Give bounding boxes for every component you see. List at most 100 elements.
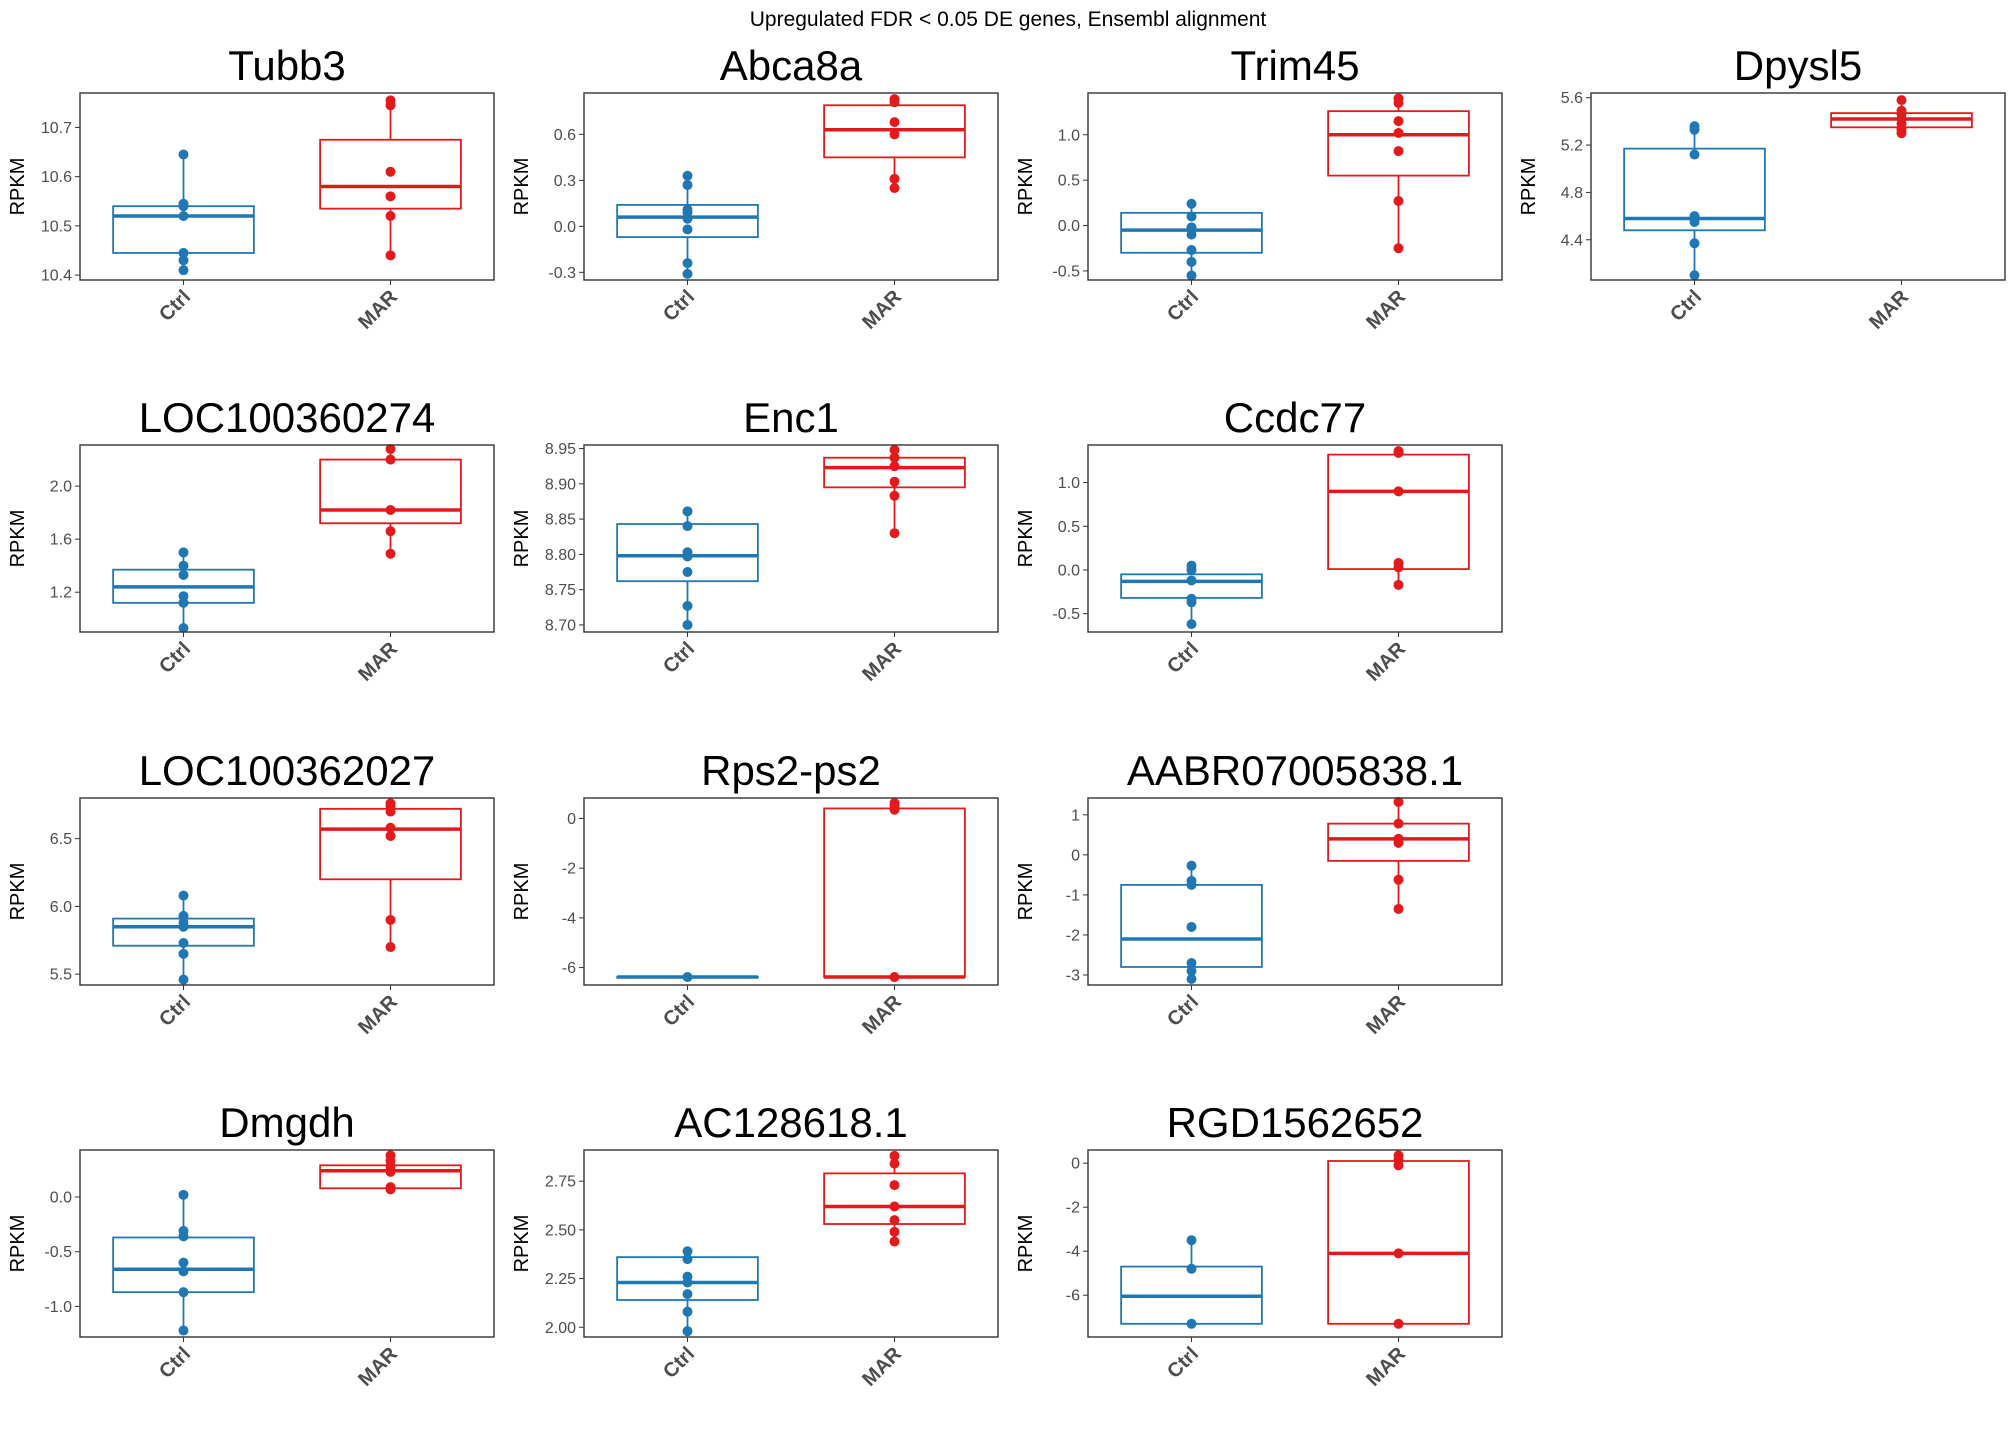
data-point [682, 1306, 693, 1317]
y-tick-label: 6.0 [50, 899, 72, 916]
data-point [1689, 211, 1700, 222]
data-point [682, 506, 693, 517]
y-tick-label: 0.5 [1058, 519, 1080, 536]
data-point [385, 1182, 396, 1193]
data-point [1393, 818, 1404, 829]
y-tick-label: -2 [562, 861, 576, 878]
box-mar [823, 444, 966, 539]
x-tick-label-ctrl: Ctrl [1163, 1343, 1203, 1383]
data-point [178, 569, 189, 580]
y-tick-label: -2 [1066, 927, 1080, 944]
data-point [385, 830, 396, 841]
y-tick-label: 8.75 [545, 582, 576, 599]
y-tick-label: 0 [1071, 847, 1080, 864]
data-point [1186, 1235, 1197, 1246]
data-point [1393, 797, 1404, 808]
data-point [178, 198, 189, 209]
data-point [385, 548, 396, 559]
data-point [682, 1246, 693, 1257]
data-point [889, 1215, 900, 1226]
data-point [178, 937, 189, 948]
data-point [682, 547, 693, 558]
data-point [1186, 957, 1197, 968]
data-point [385, 250, 396, 261]
x-tick-label-ctrl: Ctrl [155, 286, 195, 326]
y-tick-label: 8.85 [545, 512, 576, 529]
data-point [682, 268, 693, 279]
y-tick-label: 0.0 [1058, 218, 1080, 235]
x-tick-label-ctrl: Ctrl [155, 638, 195, 678]
box-ctrl [1120, 560, 1263, 630]
y-tick-label: 4.8 [1561, 185, 1583, 202]
box-iqr [1327, 1160, 1470, 1325]
y-tick-label: 5.2 [1561, 138, 1583, 155]
data-point [889, 1236, 900, 1247]
data-point [1186, 593, 1197, 604]
y-tick-label: -3 [1066, 967, 1080, 984]
data-point [889, 183, 900, 194]
y-tick-label: 0.5 [1058, 173, 1080, 190]
y-tick-label: -1 [1066, 887, 1080, 904]
data-point [178, 1287, 189, 1298]
box-ctrl [616, 1246, 759, 1337]
y-axis-label: RPKM [1518, 158, 1540, 216]
data-point [385, 454, 396, 465]
x-tick-label-ctrl: Ctrl [659, 991, 699, 1031]
data-point [1393, 1248, 1404, 1259]
data-point [385, 914, 396, 925]
data-point [1186, 245, 1197, 256]
data-point [385, 526, 396, 537]
y-tick-label: -0.5 [1052, 606, 1080, 623]
box-iqr [1327, 453, 1470, 570]
data-point [1186, 270, 1197, 281]
panel-border [1087, 92, 1503, 281]
panel-title: Trim45 [1230, 42, 1359, 89]
x-tick-label-ctrl: Ctrl [659, 286, 699, 326]
data-point [1393, 196, 1404, 207]
data-point [178, 560, 189, 571]
data-point [178, 247, 189, 258]
box-iqr [319, 138, 462, 210]
data-point [1896, 95, 1907, 106]
data-point [178, 1266, 189, 1277]
panel-border [583, 797, 999, 986]
data-point [1186, 198, 1197, 209]
data-point [178, 1189, 189, 1200]
panel-border [79, 1149, 495, 1338]
data-point [1393, 486, 1404, 497]
data-point [178, 255, 189, 266]
data-point [178, 591, 189, 602]
y-axis-label: RPKM [1015, 158, 1037, 216]
data-point [889, 1226, 900, 1237]
data-point [1689, 121, 1700, 132]
y-tick-label: 10.4 [41, 268, 72, 285]
panel-dpysl5: Dpysl5 RPKM 4.4 4.8 5.2 5.6 Ctrl MAR [1518, 42, 2006, 334]
panel-enc1: Enc1 RPKM 8.70 8.75 8.80 8.85 8.90 8.95 Ctrl MAR [511, 394, 999, 686]
y-tick-label: 8.70 [545, 617, 576, 634]
data-point [682, 1289, 693, 1300]
data-point [385, 211, 396, 222]
box-ctrl [112, 149, 255, 276]
box-mar [823, 797, 966, 983]
data-point [889, 1201, 900, 1212]
panel-border [583, 1149, 999, 1338]
y-tick-label: 2.50 [545, 1222, 576, 1239]
x-tick-label-mar: MAR [1362, 991, 1410, 1039]
y-tick-label: 8.90 [545, 476, 576, 493]
data-point [1393, 243, 1404, 254]
data-point [385, 166, 396, 177]
y-axis-label: RPKM [7, 510, 29, 568]
data-point [1186, 1318, 1197, 1329]
panel-loc100362027: LOC100362027 RPKM 5.5 6.0 6.5 Ctrl MAR [7, 747, 495, 1039]
y-tick-label: 10.7 [41, 120, 72, 137]
y-axis-label: RPKM [511, 510, 533, 568]
x-tick-label-ctrl: Ctrl [155, 1343, 195, 1383]
data-point [889, 797, 900, 808]
data-point [889, 1158, 900, 1169]
y-axis-label: RPKM [1015, 863, 1037, 921]
y-tick-label: -4 [562, 910, 576, 927]
data-point [1186, 875, 1197, 886]
data-point [1393, 146, 1404, 157]
data-point [889, 528, 900, 539]
